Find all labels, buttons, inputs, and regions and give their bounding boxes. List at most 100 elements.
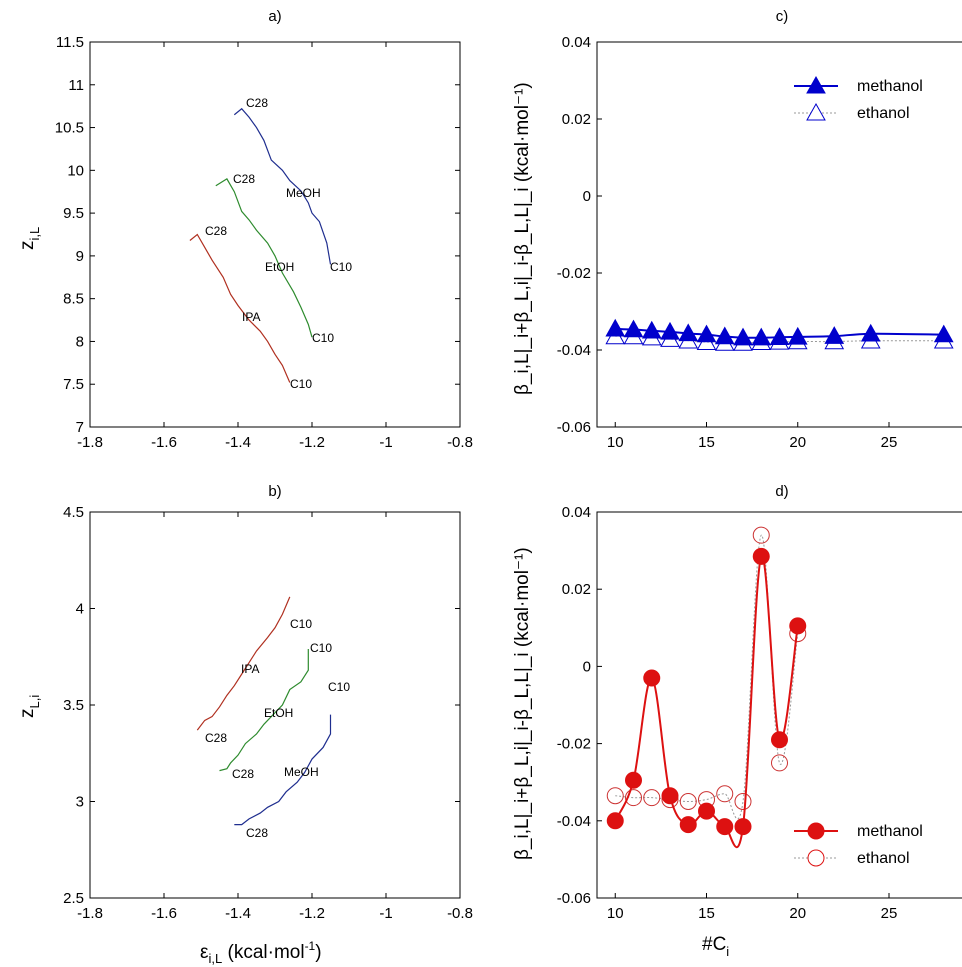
panel-a-xtick-label: -0.8 xyxy=(447,434,473,451)
panel-d-xtick-label: 10 xyxy=(607,905,624,922)
panel-a-ytick-label: 8 xyxy=(76,333,84,350)
panel-d-xtick-label: 15 xyxy=(698,905,715,922)
xlabel-b-close: ) xyxy=(315,942,321,963)
panel-d-ethanol-point xyxy=(643,789,661,807)
panel-c-methanol-point xyxy=(933,324,954,343)
panel-b-xtick-label: -1.6 xyxy=(151,905,177,922)
panel-c-methanol-point xyxy=(696,324,717,343)
xlabel-b: εi,L (kcal·mol-1) xyxy=(200,939,322,966)
panel-c-methanol-point xyxy=(751,327,772,346)
legend-d: methanol ethanol xyxy=(794,822,923,867)
panel-d-ticks: 10 15 20 25 -0.06 -0.04 -0.02 0 0.02 0.04 xyxy=(557,504,898,922)
panel-b-series xyxy=(196,596,332,826)
panel-c-title: c) xyxy=(776,8,789,25)
b-meoh-label: MeOH xyxy=(284,765,319,779)
panel-d-ethanol-point xyxy=(734,793,752,810)
b-etoh-bottom-label: C28 xyxy=(232,767,254,781)
panel-b-xtick-label: -1.4 xyxy=(225,905,251,922)
a-etoh-bottom-label: C10 xyxy=(312,331,334,345)
ylabel-b: zL,i xyxy=(17,695,42,718)
b-ipa-bottom-label: C28 xyxy=(205,731,227,745)
a-ipa-label: IPA xyxy=(242,310,260,324)
b-meoh-bottom-label: C28 xyxy=(246,826,268,840)
xlabel-d-main: #C xyxy=(702,934,726,955)
a-meoh-top-label: C28 xyxy=(246,96,268,110)
panel-b-curve-etoh xyxy=(219,649,309,772)
panel-b-ticks: -1.8 -1.6 -1.4 -1.2 -1 -0.8 2.5 3 3.5 4 4.5 xyxy=(63,504,473,922)
xlabel-b-sub: i,L xyxy=(208,951,222,966)
panel-a-xtick-label: -1 xyxy=(379,434,392,451)
panel-c-frame xyxy=(596,41,962,428)
panel-d-ethanol-point xyxy=(679,793,697,810)
ylabel-d-text: β_i,L|_i+β_L,i|_i-β_L,L|_i (kcal·mol⁻¹) xyxy=(512,547,533,860)
panel-c-xtick-label: 25 xyxy=(881,434,898,451)
panel-c-methanol-point xyxy=(605,318,626,337)
panel-a-xtick-label: -1.6 xyxy=(151,434,177,451)
legend-c-methanol-marker xyxy=(806,75,826,94)
xlabel-b-sup: -1 xyxy=(305,939,316,953)
xlabel-b-eps: ε xyxy=(200,942,209,963)
panel-a-ytick-label: 9 xyxy=(76,248,84,265)
panel-c-ytick-label: -0.04 xyxy=(557,342,591,359)
panel-c-methanol-point xyxy=(678,323,699,342)
panel-a-xtick-label: -1.4 xyxy=(225,434,251,451)
panel-a-ticks: -1.8 -1.6 -1.4 -1.2 -1 -0.8 7 7.5 8 8.5 9 9.5 10 10.5… xyxy=(55,34,473,451)
panel-d-methanol-point xyxy=(606,812,624,830)
panel-c-methanol-point xyxy=(714,326,735,345)
panel-c-xtick-label: 15 xyxy=(698,434,715,451)
panel-a-ytick-label: 7.5 xyxy=(63,376,84,393)
panel-d-methanol-point xyxy=(625,771,642,789)
panel-b-ytick-label: 3 xyxy=(76,794,84,811)
b-etoh-label: EtOH xyxy=(264,706,293,720)
panel-c-methanol-point xyxy=(733,327,753,346)
xlabel-d: #Ci xyxy=(702,934,729,959)
panel-d-methanol-point xyxy=(698,802,715,820)
panel-d-methanol-point xyxy=(679,816,697,834)
panel-b-xtick-label: -0.8 xyxy=(447,905,473,922)
b-ipa-label: IPA xyxy=(241,662,259,676)
panel-d-ethanol-point xyxy=(606,787,624,805)
legend-d-methanol-marker xyxy=(807,822,825,840)
panel-a-xtick-label: -1.8 xyxy=(77,434,103,451)
panel-d-series xyxy=(606,526,807,848)
panel-c-series xyxy=(605,318,954,351)
panel-c-methanol-point xyxy=(660,321,680,340)
ylabel-b-sub: L,i xyxy=(27,695,42,709)
b-ipa-top-label: C10 xyxy=(290,617,312,631)
legend-c-ethanol-label: ethanol xyxy=(857,105,910,122)
panel-a-curve-meoh xyxy=(233,107,332,265)
panel-b-xtick-label: -1 xyxy=(379,905,392,922)
panel-a-frame xyxy=(89,41,461,428)
ylabel-c-text: β_i,L|_i+β_L,i|_i-β_L,L|_i (kcal·mol⁻¹) xyxy=(512,82,533,395)
panel-d-ytick-label: 0.04 xyxy=(562,504,591,521)
b-meoh-top-label: C10 xyxy=(328,680,350,694)
legend-d-ethanol-marker xyxy=(807,849,825,867)
panel-b-ytick-label: 4.5 xyxy=(63,504,84,521)
panel-d-methanol-point xyxy=(734,818,752,836)
panel-d-ytick-label: -0.06 xyxy=(557,890,591,907)
panel-a-title: a) xyxy=(268,8,281,25)
panel-a-ytick-label: 10.5 xyxy=(55,120,84,137)
xlabel-b-unit: (kcal·mol xyxy=(222,942,304,963)
legend-d-methanol-label: methanol xyxy=(857,823,923,840)
a-etoh-top-label: C28 xyxy=(233,172,255,186)
panel-d-methanol-point xyxy=(752,547,770,565)
panel-d-ytick-label: -0.02 xyxy=(557,736,591,753)
panel-c-methanol-point xyxy=(769,327,790,345)
a-ipa-bottom-label: C10 xyxy=(290,377,312,391)
panel-d-title: d) xyxy=(775,483,788,500)
panel-c-methanol-point xyxy=(824,326,845,344)
panel-c-methanol-point xyxy=(787,326,808,345)
ylabel-a-sub: i,L xyxy=(27,227,42,241)
ylabel-c: β_i,L|_i+β_L,i|_i-β_L,L|_i (kcal·mol⁻¹) xyxy=(512,82,533,395)
panel-a-ytick-label: 11.5 xyxy=(56,34,84,51)
panel-d-frame xyxy=(596,511,962,899)
legend-c: methanol ethanol xyxy=(794,75,923,122)
panel-c-ytick-label: 0.02 xyxy=(562,111,591,128)
panel-b-title: b) xyxy=(268,483,281,500)
panel-a-curve-ipa xyxy=(189,233,291,383)
panel-c-ytick-label: 0.04 xyxy=(562,34,591,51)
panel-b-curve-meoh xyxy=(234,714,332,826)
panel-c-ytick-label: -0.02 xyxy=(557,265,591,282)
